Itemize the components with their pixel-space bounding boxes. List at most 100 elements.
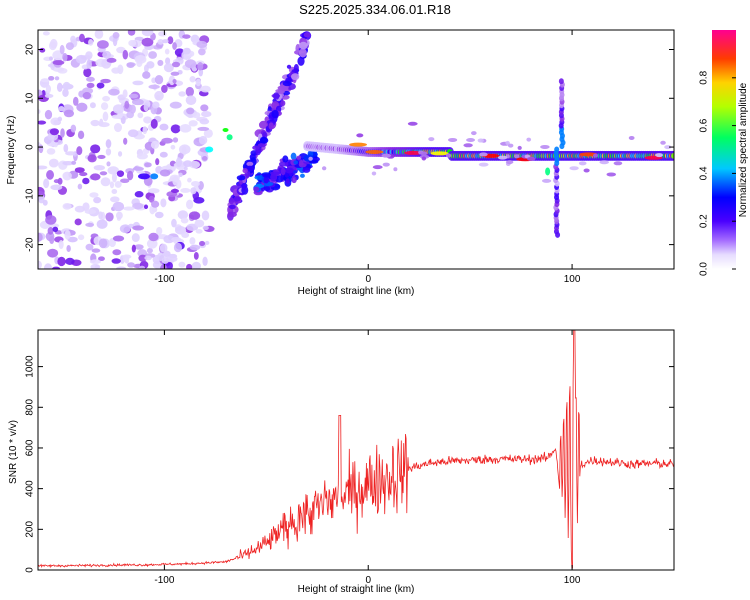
spectrogram-blob — [48, 56, 53, 61]
spectrogram-y-tick-label: -10 — [25, 188, 36, 203]
snr-series-line — [38, 330, 674, 569]
spectrogram-blob — [48, 75, 55, 81]
spectrogram-blob — [356, 133, 364, 138]
spectrogram-blob — [82, 177, 90, 185]
snr-y-tick-label: 1000 — [25, 355, 36, 378]
spectrogram-blob — [52, 66, 65, 73]
spectrogram-blob — [165, 255, 178, 263]
spectrogram-blob — [94, 30, 104, 39]
spectrogram-blob — [253, 186, 260, 192]
spectrogram-blob — [505, 140, 510, 145]
spectrogram-blob — [112, 249, 122, 256]
spectrogram-blob — [60, 128, 65, 138]
colorbar: 0.0 0.2 0.4 0.6 0.8 Normalized spectral ampl… — [699, 30, 749, 276]
spectrogram-blob — [62, 160, 74, 166]
spectrogram-blob — [65, 42, 75, 51]
spectrogram-blob — [293, 63, 299, 73]
spectrogram-frame — [37, 29, 675, 270]
spectrogram-blob — [182, 34, 191, 39]
spectrogram-blob — [189, 244, 201, 251]
spectrogram-blob — [393, 167, 398, 172]
spectrogram-blob — [160, 264, 168, 269]
spectrogram-blob — [137, 112, 144, 119]
spectrogram-blob — [45, 215, 57, 225]
spectrogram-blob — [100, 78, 111, 84]
spectrogram-blob — [407, 121, 418, 126]
spectrogram-blob — [185, 95, 197, 106]
spectrogram-blob — [96, 82, 105, 89]
spectrogram-blob — [142, 71, 151, 79]
spectrogram-blob — [122, 254, 132, 259]
spectrogram-blob — [82, 92, 92, 100]
spectrogram-blob — [479, 152, 488, 157]
spectrogram-blob — [49, 128, 60, 136]
spectrogram-blob — [72, 96, 79, 106]
spectrogram-blob — [105, 212, 114, 222]
spectrogram-blob — [183, 166, 188, 171]
spectrogram-blob — [195, 78, 202, 87]
spectrogram-blob — [154, 211, 164, 219]
spectrogram-blob — [372, 165, 383, 170]
spectrogram-blob — [280, 167, 286, 176]
spectrogram-blob — [71, 160, 77, 165]
spectrogram-blob — [98, 211, 103, 220]
spectrogram-x-tick-label: 0 — [365, 274, 371, 285]
spectrogram-blob — [105, 139, 112, 149]
spectrogram-blob — [541, 178, 552, 183]
spectrogram-blob — [186, 199, 194, 210]
spectrogram-blob — [151, 200, 160, 208]
spectrogram-blob — [128, 39, 137, 47]
spectrogram-blob — [275, 175, 284, 183]
spectrogram-blob — [93, 196, 102, 204]
spectrogram-blob — [74, 167, 85, 173]
snr-y-tick-label: 800 — [25, 399, 36, 416]
spectrogram-blob — [54, 76, 60, 81]
spectrogram-blob — [43, 178, 50, 189]
spectrogram-blob — [163, 235, 175, 244]
spectrogram-blob — [428, 137, 435, 142]
spectrogram-blob — [57, 116, 63, 122]
spectrogram-blob — [85, 222, 95, 227]
spectrogram-blob — [79, 33, 85, 43]
spectrogram-blob — [258, 120, 269, 129]
spectrogram-blob — [62, 171, 72, 181]
spectrogram-blob — [228, 197, 235, 205]
spectrogram-blob — [57, 177, 63, 185]
spectrogram-blob — [159, 169, 171, 177]
spectrogram-blob — [46, 148, 56, 155]
spectrogram-blob — [96, 40, 109, 49]
spectrogram-blob — [569, 166, 579, 171]
spectrogram-blob — [134, 54, 147, 64]
spectrogram-blob — [198, 48, 206, 56]
spectrogram-blob — [147, 188, 160, 194]
spectrogram-blob — [77, 130, 85, 140]
spectrogram-blob — [87, 154, 97, 163]
spectrogram-blob — [381, 153, 392, 158]
spectrogram-blob — [188, 120, 198, 127]
spectrogram-blob — [97, 154, 106, 159]
spectrogram-blob — [106, 57, 117, 63]
spectrogram-blob — [42, 31, 50, 36]
spectrogram-blob — [171, 218, 177, 228]
spectrogram-blob — [124, 100, 130, 109]
spectrogram-blob — [132, 80, 144, 86]
spectrogram-blob — [143, 204, 149, 210]
spectrogram-blob — [430, 151, 449, 156]
spectrogram-blob — [177, 210, 189, 220]
spectrogram-blob — [138, 173, 150, 180]
snr-x-tick-label: -100 — [154, 575, 174, 586]
spectrogram-blob — [554, 146, 560, 153]
snr-x-tick-label: 100 — [564, 575, 581, 586]
colorbar-gradient — [712, 30, 736, 269]
spectrogram-blob — [282, 80, 292, 87]
spectrogram-blob — [526, 156, 536, 161]
spectrogram-blob — [167, 36, 174, 45]
spectrogram-blob — [187, 177, 192, 183]
spectrogram-blob — [110, 196, 120, 203]
spectrogram-blob — [349, 142, 368, 147]
spectrogram-blob — [58, 239, 64, 250]
spectrogram-blob — [196, 40, 208, 49]
spectrogram-blob — [159, 243, 168, 253]
spectrogram-blob — [199, 118, 210, 125]
